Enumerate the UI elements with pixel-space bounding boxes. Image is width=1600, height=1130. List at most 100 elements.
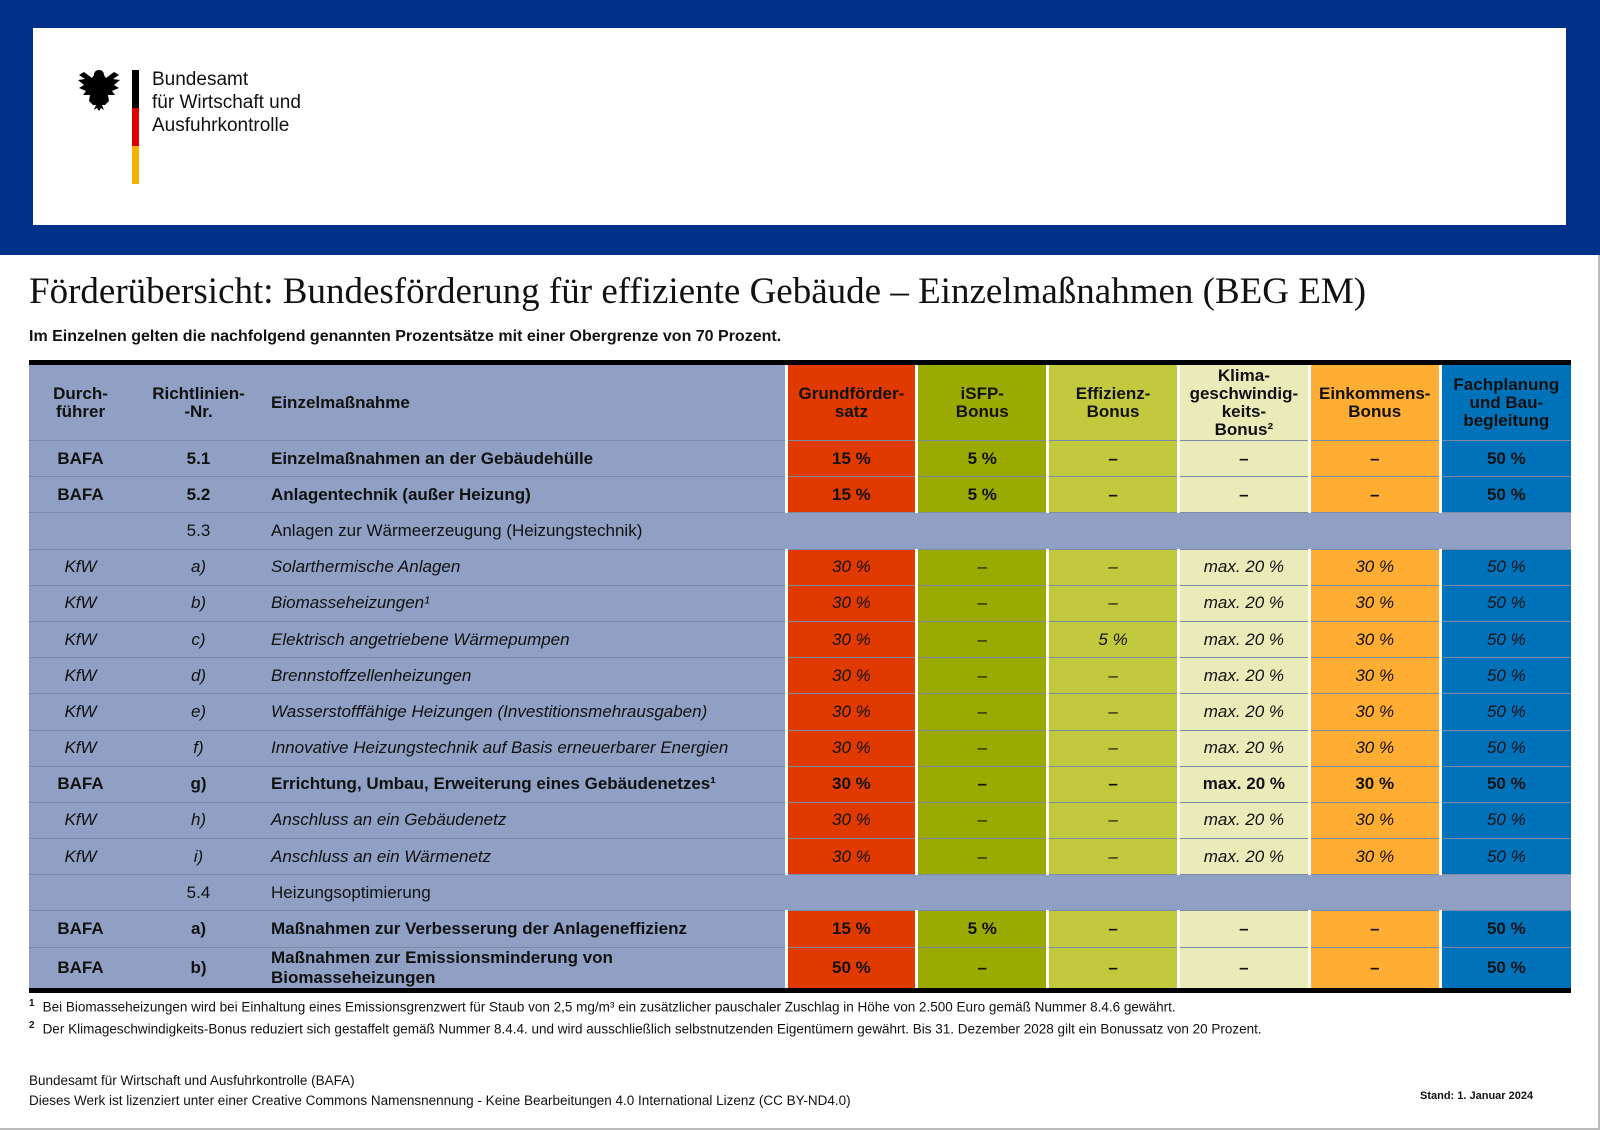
cell-einkommens-bonus: 30 % [1307,657,1441,695]
logo-line: Ausfuhrkontrolle [152,115,290,136]
section-row: 5.3 Anlagen zur Wärmeerzeugung (Heizungst… [29,512,1571,550]
cell-massnahme: Maßnahmen zur Verbesserung der Anlagenef… [265,910,786,948]
cell-grundfoerdersatz: 30 % [784,621,917,659]
cell-effizienz-bonus: – [1046,585,1179,622]
cell-durchfuehrer: KfW [29,657,132,695]
table-row: BAFA b) Maßnahmen zur Emissionsminderung v… [29,947,1571,991]
cell-klima-bonus: max. 20 % [1176,621,1310,659]
cell-fachplanung: 50 % [1438,730,1571,767]
cell-richtlinien-nr: 5.4 [132,874,265,912]
table-row: KfW e) Wasserstofffähige Heizungen (Invest… [29,693,1571,731]
cell-einkommens-bonus: – [1307,476,1441,514]
cell-klima-bonus: max. 20 % [1176,549,1310,586]
table-row: KfW d) Brennstoffzellenheizungen 30 % – – max.… [29,657,1571,695]
header-isfp-bonus: iSFP- Bonus [915,362,1048,441]
cell-klima-bonus: – [1176,910,1310,948]
cell-grundfoerdersatz: 30 % [784,549,917,586]
cell-massnahme: Anlagentechnik (außer Heizung) [265,476,786,514]
cell-isfp-bonus: – [915,730,1048,767]
cell-effizienz-bonus: – [1046,693,1179,731]
cell-massnahme: Anschluss an ein Gebäudenetz [265,802,786,840]
cell-einkommens-bonus: 30 % [1307,766,1441,803]
cell-klima-bonus: max. 20 % [1176,585,1310,622]
cell-durchfuehrer: KfW [29,802,132,840]
footer-date: Stand: 1. Januar 2024 [1420,1090,1534,1102]
logo-panel: Bundesamt für Wirtschaft und Ausfuhrkont… [33,28,1566,225]
cell-massnahme: Innovative Heizungstechnik auf Basis ern… [265,730,786,767]
cell-massnahme: Heizungsoptimierung [265,874,1571,912]
cell-fachplanung: 50 % [1438,621,1571,659]
header-einkommens-bonus: Einkommens- Bonus [1307,362,1441,441]
cell-richtlinien-nr: g) [132,766,265,803]
cell-effizienz-bonus: – [1046,802,1179,840]
header-bar: Bundesamt für Wirtschaft und Ausfuhrkont… [0,0,1600,255]
cell-fachplanung: 50 % [1438,549,1571,586]
cell-einkommens-bonus: 30 % [1307,585,1441,622]
header-grundfoerdersatz: Grundförder-satz [784,362,917,441]
cell-effizienz-bonus: – [1046,838,1179,876]
cell-massnahme: Maßnahmen zur Emissionsminderung von Bio… [265,947,786,991]
cell-fachplanung: 50 % [1438,838,1571,876]
cell-effizienz-bonus: – [1046,910,1179,948]
footnote-2: 2 Der Klimageschwindigkeits-Bonus reduzie… [29,1020,1262,1037]
cell-grundfoerdersatz: 30 % [784,585,917,622]
table-row: KfW i) Anschluss an ein Wärmenetz 30 % – – max… [29,838,1571,876]
cell-klima-bonus: max. 20 % [1176,766,1310,803]
cell-fachplanung: 50 % [1438,476,1571,514]
table-header-row: Durch-führer Richtlinien- -Nr. Einzelmaßn… [29,362,1571,441]
header-effizienz-bonus: Effizienz- Bonus [1046,362,1179,441]
footnote-text: Der Klimageschwindigkeits-Bonus reduzier… [42,1021,1262,1037]
table-row: BAFA g) Errichtung, Umbau, Erweiterung ein… [29,766,1571,803]
logo-text: Bundesamt für Wirtschaft und Ausfuhrkont… [152,68,301,137]
cell-richtlinien-nr: e) [132,693,265,731]
cell-klima-bonus: – [1176,947,1310,991]
cell-durchfuehrer: KfW [29,621,132,659]
cell-massnahme: Anschluss an ein Wärmenetz [265,838,786,876]
cell-massnahme: Solarthermische Anlagen [265,549,786,586]
cell-einkommens-bonus: 30 % [1307,730,1441,767]
table-row: KfW b) Biomasseheizungen¹ 30 % – – max. 20 % 30… [29,585,1571,622]
cell-effizienz-bonus: – [1046,476,1179,514]
cell-richtlinien-nr: c) [132,621,265,659]
cell-fachplanung: 50 % [1438,802,1571,840]
cell-isfp-bonus: – [915,802,1048,840]
cell-effizienz-bonus: – [1046,440,1179,478]
cell-grundfoerdersatz: 30 % [784,730,917,767]
cell-massnahme: Brennstoffzellenheizungen [265,657,786,695]
cell-grundfoerdersatz: 15 % [784,476,917,514]
cell-richtlinien-nr: i) [132,838,265,876]
footer-publisher: Bundesamt für Wirtschaft und Ausfuhrkont… [29,1073,355,1088]
cell-durchfuehrer: BAFA [29,910,132,948]
footnote-1: 1 Bei Biomasseheizungen wird bei Einhaltu… [29,998,1176,1015]
cell-klima-bonus: max. 20 % [1176,838,1310,876]
federal-eagle-icon [78,70,120,111]
cell-grundfoerdersatz: 30 % [784,802,917,840]
cell-isfp-bonus: – [915,766,1048,803]
section-row: 5.4 Heizungsoptimierung [29,874,1571,912]
cell-richtlinien-nr: d) [132,657,265,695]
cell-richtlinien-nr: a) [132,910,265,948]
cell-einkommens-bonus: 30 % [1307,549,1441,586]
cell-durchfuehrer: KfW [29,838,132,876]
cell-durchfuehrer: BAFA [29,440,132,478]
logo-line: Bundesamt [152,69,249,90]
cell-isfp-bonus: 5 % [915,910,1048,948]
cell-einkommens-bonus: 30 % [1307,621,1441,659]
page-title: Förderübersicht: Bundesförderung für eff… [29,271,1367,312]
cell-durchfuehrer: KfW [29,730,132,767]
cell-fachplanung: 50 % [1438,693,1571,731]
cell-richtlinien-nr: 5.3 [132,512,265,550]
cell-fachplanung: 50 % [1438,440,1571,478]
cell-einkommens-bonus: 30 % [1307,802,1441,840]
cell-isfp-bonus: 5 % [915,440,1048,478]
cell-effizienz-bonus: – [1046,657,1179,695]
footnote-mark: 1 [29,998,35,1009]
table-row: KfW a) Solarthermische Anlagen 30 % – – max. 2… [29,549,1571,586]
cell-isfp-bonus: – [915,657,1048,695]
cell-fachplanung: 50 % [1438,585,1571,622]
cell-richtlinien-nr: b) [132,947,265,991]
cell-einkommens-bonus: 30 % [1307,838,1441,876]
cell-durchfuehrer: KfW [29,693,132,731]
german-flag-bar [132,70,139,184]
cell-klima-bonus: max. 20 % [1176,657,1310,695]
